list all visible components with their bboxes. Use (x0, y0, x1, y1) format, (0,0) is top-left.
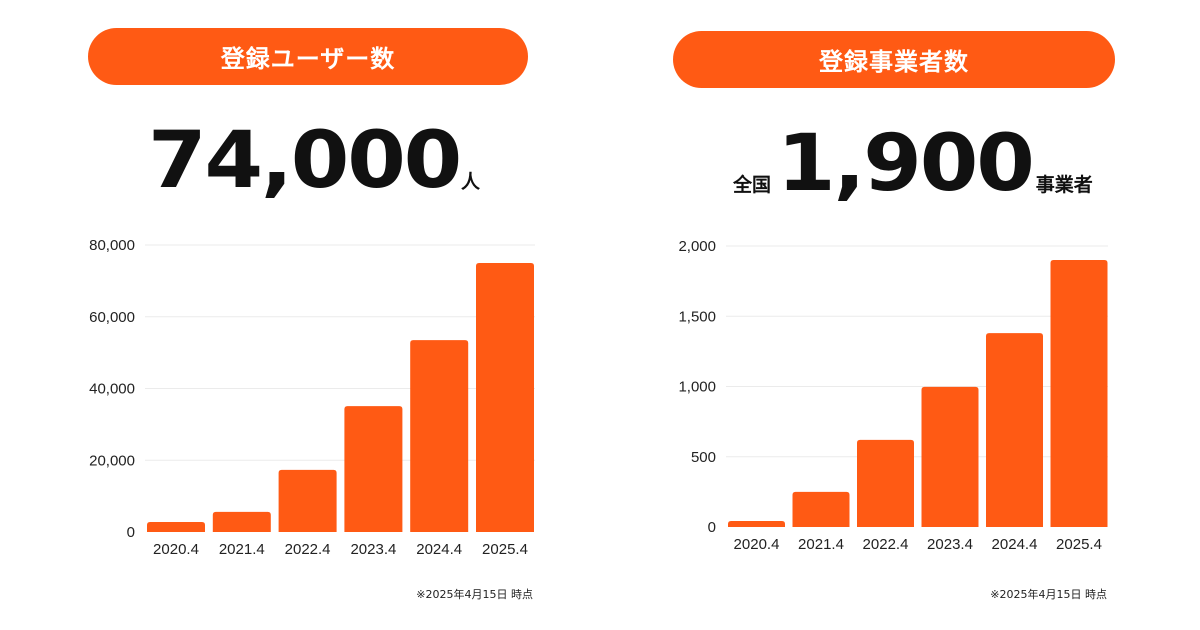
x-tick-label: 2024.4 (992, 536, 1038, 553)
bar-2022.4 (857, 439, 914, 527)
bar-2025.4 (476, 262, 534, 532)
y-tick-label: 60,000 (89, 309, 135, 326)
bar-2024.4 (410, 340, 469, 532)
x-tick-label: 2022.4 (285, 541, 331, 558)
headline-value: 1,900 (777, 119, 1035, 209)
y-tick-label: 500 (691, 449, 716, 466)
registered-users-headline: 74,000 人 (148, 122, 480, 200)
x-tick-label: 2022.4 (863, 536, 909, 553)
y-tick-label: 40,000 (89, 381, 135, 398)
y-tick-label: 1,000 (678, 379, 716, 396)
y-tick-label: 1,500 (678, 308, 716, 325)
x-tick-label: 2025.4 (482, 541, 528, 558)
y-tick-label: 0 (127, 524, 135, 541)
x-tick-label: 2023.4 (350, 541, 396, 558)
x-tick-label: 2023.4 (927, 536, 973, 553)
bar-2021.4 (792, 491, 850, 527)
y-tick-label: 0 (708, 519, 716, 536)
registered-businesses-title: 登録事業者数 (673, 31, 1115, 88)
bar-2020.4 (728, 520, 785, 527)
registered-users-title: 登録ユーザー数 (88, 28, 528, 85)
x-tick-label: 2021.4 (219, 541, 265, 558)
x-tick-label: 2024.4 (416, 541, 462, 558)
bar-2022.4 (278, 469, 337, 532)
x-tick-label: 2020.4 (734, 536, 780, 553)
bar-2021.4 (212, 511, 271, 532)
bar-2023.4 (344, 406, 403, 532)
footnote: ※2025年4月15日 時点 (990, 588, 1107, 601)
bar-2025.4 (1050, 260, 1108, 527)
x-tick-label: 2021.4 (798, 536, 844, 553)
headline-prefix: 全国 (733, 174, 772, 196)
headline-value: 74,000 (148, 116, 462, 206)
x-tick-label: 2020.4 (153, 541, 199, 558)
y-tick-label: 80,000 (89, 237, 135, 254)
footnote: ※2025年4月15日 時点 (416, 588, 533, 601)
bar-2023.4 (921, 386, 979, 527)
bar-2020.4 (147, 521, 205, 532)
bar-2024.4 (986, 333, 1043, 527)
headline-unit: 事業者 (1035, 174, 1093, 196)
headline-unit: 人 (461, 171, 481, 193)
y-tick-label: 20,000 (89, 452, 135, 469)
registered-businesses-headline: 全国 1,900 事業者 (733, 125, 1093, 203)
x-tick-label: 2025.4 (1056, 536, 1102, 553)
y-tick-label: 2,000 (678, 238, 716, 255)
